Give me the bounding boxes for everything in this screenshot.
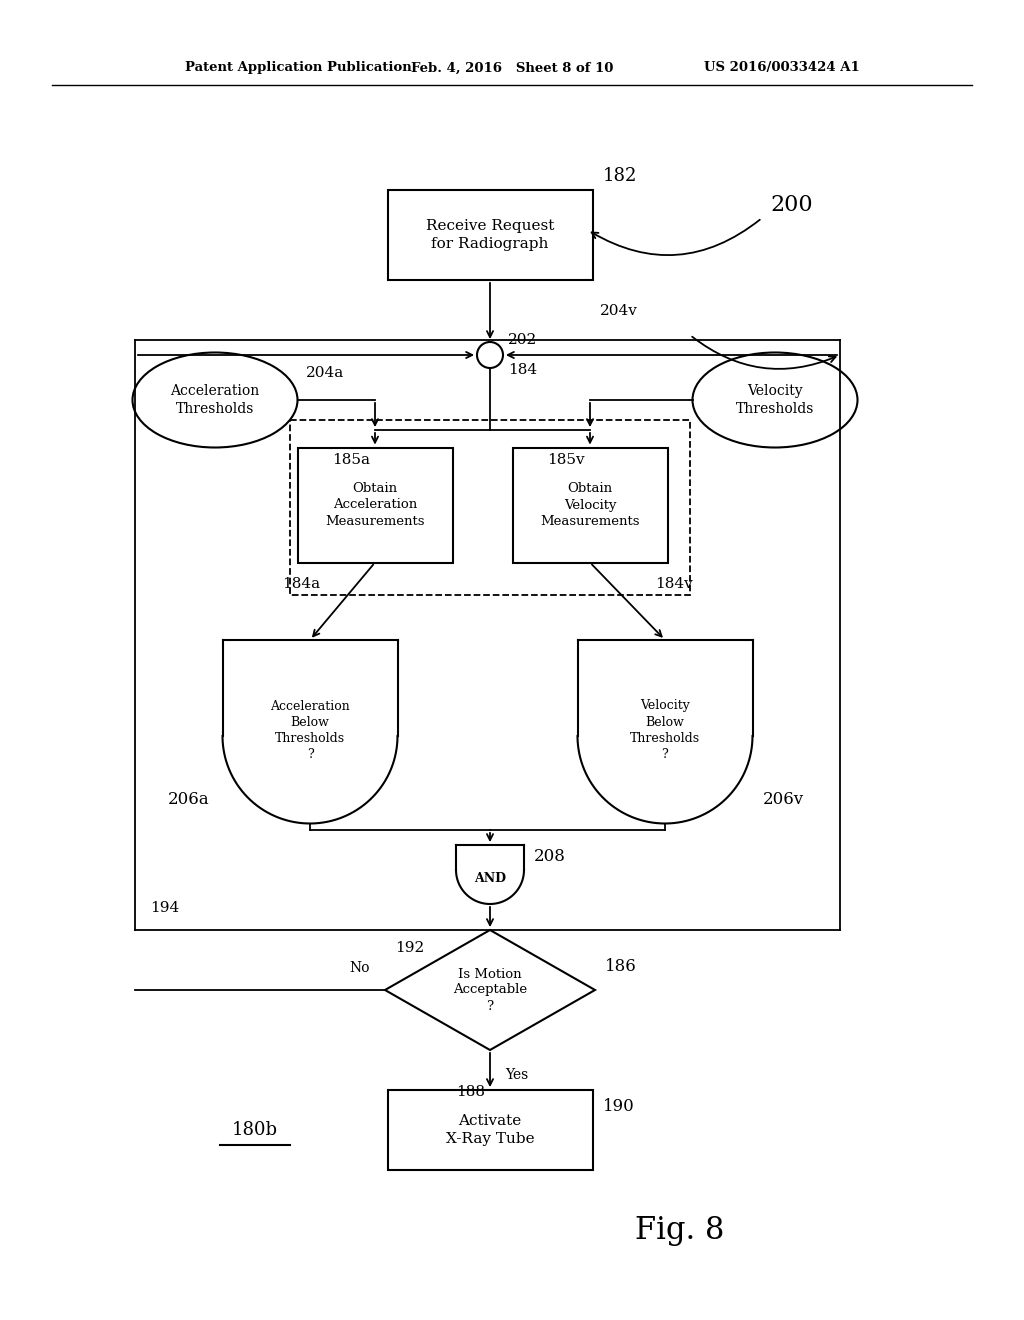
Ellipse shape — [692, 352, 857, 447]
Text: 188: 188 — [456, 1085, 485, 1100]
Text: Receive Request
for Radiograph: Receive Request for Radiograph — [426, 219, 554, 251]
Bar — [512, 447, 668, 562]
Text: Feb. 4, 2016   Sheet 8 of 10: Feb. 4, 2016 Sheet 8 of 10 — [411, 62, 613, 74]
Text: Activate
X-Ray Tube: Activate X-Ray Tube — [445, 1114, 535, 1146]
Text: 194: 194 — [150, 902, 179, 915]
Text: 184v: 184v — [655, 578, 693, 591]
Text: US 2016/0033424 A1: US 2016/0033424 A1 — [705, 62, 860, 74]
Bar — [387, 1090, 593, 1170]
Text: Acceleration
Below
Thresholds
?: Acceleration Below Thresholds ? — [270, 700, 350, 760]
Text: 182: 182 — [602, 168, 637, 185]
Text: Fig. 8: Fig. 8 — [635, 1214, 725, 1246]
Text: 186: 186 — [605, 958, 637, 975]
Polygon shape — [456, 845, 524, 904]
Text: Patent Application Publication: Patent Application Publication — [185, 62, 412, 74]
Polygon shape — [578, 640, 753, 824]
Text: AND: AND — [474, 871, 506, 884]
Polygon shape — [222, 640, 397, 824]
Text: Is Motion
Acceptable
?: Is Motion Acceptable ? — [453, 968, 527, 1012]
Text: Yes: Yes — [505, 1068, 528, 1082]
Text: 200: 200 — [770, 194, 813, 216]
Text: Velocity
Below
Thresholds
?: Velocity Below Thresholds ? — [630, 700, 700, 760]
Text: 206a: 206a — [168, 792, 209, 808]
Text: 192: 192 — [395, 941, 424, 954]
Text: 204a: 204a — [305, 366, 344, 380]
Bar — [387, 190, 593, 280]
Text: 185a: 185a — [332, 453, 370, 467]
Text: 204v: 204v — [600, 304, 638, 318]
Ellipse shape — [132, 352, 298, 447]
Circle shape — [477, 342, 503, 368]
Text: 190: 190 — [602, 1098, 634, 1115]
Polygon shape — [385, 931, 595, 1049]
Text: 206v: 206v — [763, 792, 804, 808]
Text: Obtain
Velocity
Measurements: Obtain Velocity Measurements — [541, 482, 640, 528]
Text: 184a: 184a — [282, 578, 319, 591]
Bar — [298, 447, 453, 562]
Text: 185v: 185v — [548, 453, 585, 467]
Text: 208: 208 — [534, 847, 566, 865]
Text: Velocity
Thresholds: Velocity Thresholds — [736, 384, 814, 416]
Text: 180b: 180b — [232, 1121, 278, 1139]
Bar — [290, 420, 690, 595]
Text: 202: 202 — [508, 333, 538, 347]
Text: 184: 184 — [508, 363, 538, 378]
Text: Acceleration
Thresholds: Acceleration Thresholds — [170, 384, 260, 416]
Text: No: No — [349, 961, 370, 975]
Text: Obtain
Acceleration
Measurements: Obtain Acceleration Measurements — [326, 482, 425, 528]
